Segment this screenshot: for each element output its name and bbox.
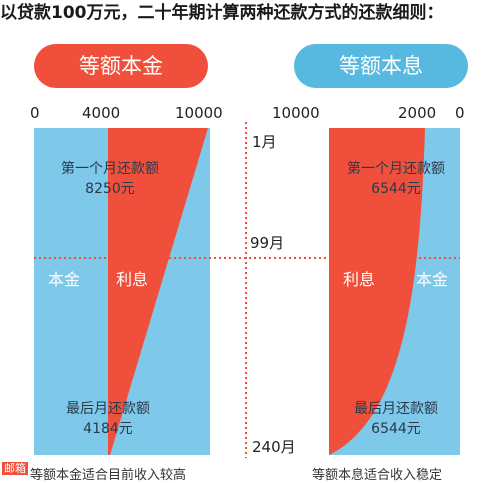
- right-interest-area: [329, 128, 425, 455]
- right-last-month-value: 6544元: [371, 421, 421, 437]
- month-label-1: 1月: [252, 131, 277, 152]
- left-last-month-value: 4184元: [83, 421, 133, 437]
- equal-principal-header: 等额本金: [34, 44, 208, 88]
- left-axis-tick-4000: 4000: [82, 104, 121, 122]
- left-interest-area: [108, 128, 208, 455]
- left-principal-label: 本金: [48, 270, 81, 289]
- left-axis-tick-0: 0: [30, 104, 40, 122]
- right-first-month-label: 第一个月还款额: [347, 161, 445, 177]
- right-axis-tick-2000: 2000: [398, 104, 437, 122]
- left-footnote: 等额本金适合目前收入较高: [30, 468, 187, 483]
- left-first-month-value: 8250元: [85, 181, 135, 197]
- page-title: 以贷款100万元，二十年期计算两种还款方式的还款细则：: [0, 3, 444, 23]
- left-axis-tick-10000: 10000: [175, 104, 223, 122]
- left-interest-label: 利息: [116, 270, 149, 289]
- right-axis-tick-0: 0: [455, 104, 465, 122]
- month-label-240: 240月: [252, 436, 296, 457]
- site-logo: 邮箱: [2, 462, 28, 475]
- right-first-month-value: 6544元: [371, 181, 421, 197]
- right-footnote: 等额本息适合收入稳定: [312, 468, 443, 483]
- left-first-month-label: 第一个月还款额: [61, 161, 159, 177]
- right-principal-label: 本金: [416, 270, 449, 289]
- right-last-month-label: 最后月还款额: [354, 401, 438, 417]
- equal-installment-header: 等额本息: [294, 44, 468, 88]
- left-last-month-label: 最后月还款额: [66, 401, 150, 417]
- right-interest-label: 利息: [343, 270, 376, 289]
- right-axis-tick-10000: 10000: [272, 104, 320, 122]
- month-label-99: 99月: [250, 232, 285, 253]
